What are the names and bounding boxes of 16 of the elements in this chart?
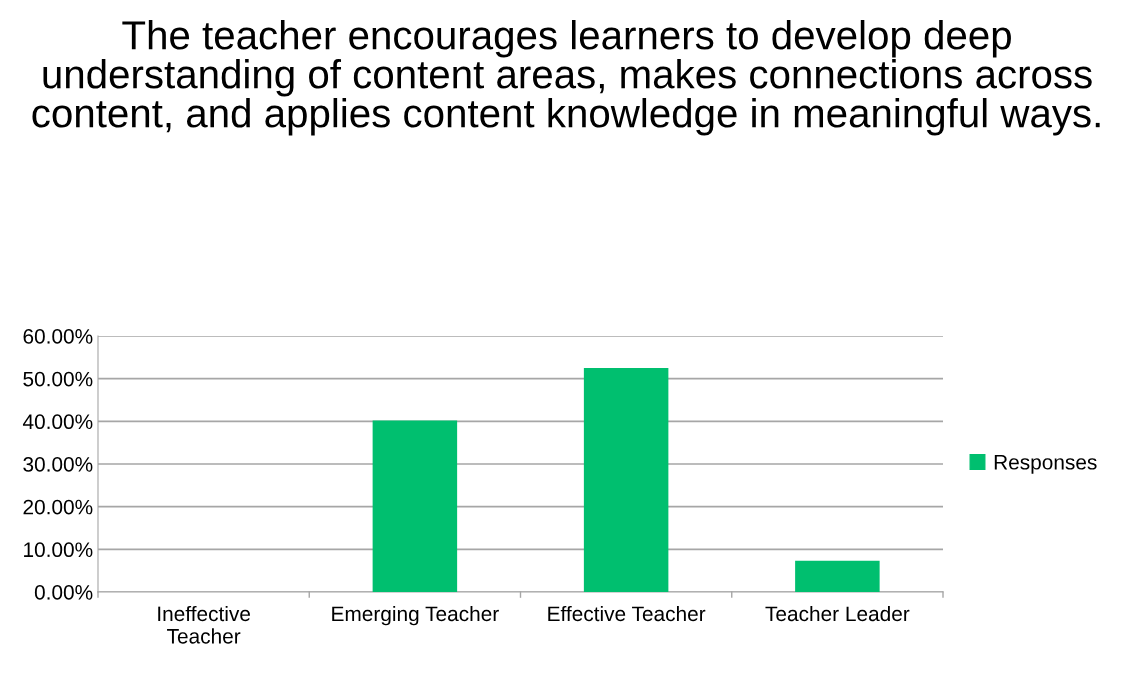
bar	[372, 420, 458, 592]
x-tick-label: Emerging Teacher	[332, 605, 499, 626]
x-tick-label: Ineffective Teacher	[158, 605, 250, 644]
legend-label: Responses	[994, 455, 1097, 474]
y-tick-label: 20.00%	[23, 499, 93, 515]
y-tick-label: 0.00%	[34, 585, 93, 600]
bar	[583, 368, 669, 592]
y-tick-label: 50.00%	[23, 371, 93, 387]
bar	[795, 560, 880, 592]
y-tick-label: 30.00%	[23, 457, 93, 472]
y-tick-label: 40.00%	[22, 414, 93, 430]
x-tick-label: Teacher Leader	[765, 605, 910, 622]
y-tick-label: 10.00%	[24, 542, 93, 558]
chart-title: The teacher encourages learners to develop deep understanding of content areas, makes connections across content, and applies content knowledge in meaningful ways.	[32, 20, 1100, 136]
y-tick-label: 60.00%	[23, 329, 93, 344]
x-tick-label: Effective Teacher	[548, 605, 706, 622]
